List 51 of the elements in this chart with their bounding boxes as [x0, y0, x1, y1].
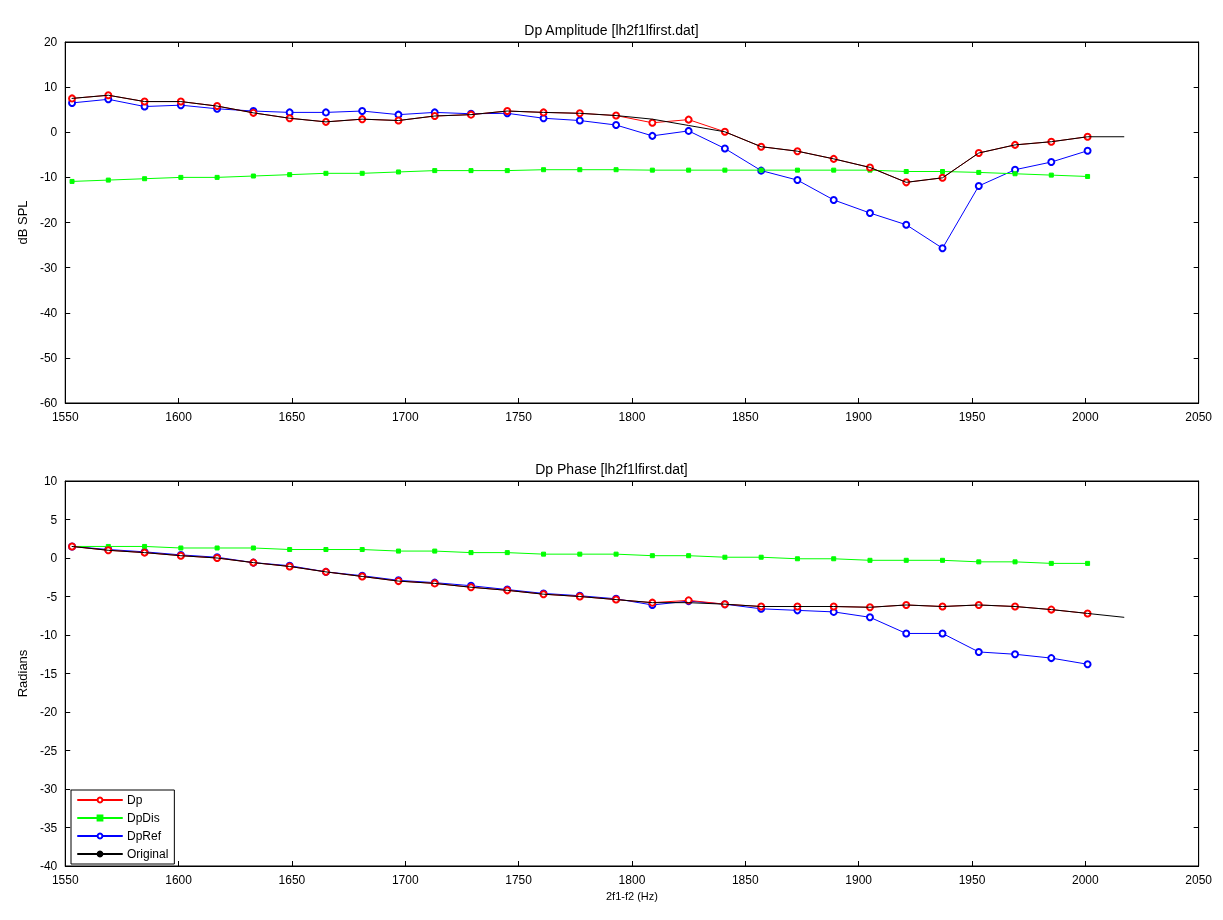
x-tick-label: 1650: [278, 410, 306, 424]
x-tick-label: 1700: [391, 873, 419, 887]
y-axis-title: Radians: [15, 649, 30, 698]
y-tick-label: 10: [43, 474, 58, 488]
x-tick-label: 1550: [51, 410, 79, 424]
y-tick-label: -25: [39, 743, 58, 758]
x-tick-label: 1600: [165, 410, 193, 424]
y-tick-label: -40: [39, 859, 58, 873]
legend-label: DpDis: [127, 811, 160, 825]
y-tick-label: -5: [46, 589, 58, 604]
y-tick-label: -40: [39, 305, 58, 320]
x-tick-label: 1900: [845, 410, 873, 424]
x-tick-label: 1650: [278, 873, 306, 887]
y-tick-label: -60: [39, 396, 58, 410]
x-tick-label: 1900: [845, 873, 873, 887]
x-tick-label: 1850: [731, 873, 759, 887]
x-tick-label: 2000: [1071, 873, 1099, 887]
x-tick-label: 1750: [505, 410, 533, 424]
x-tick-label: 2000: [1071, 410, 1099, 424]
x-axis-title: 2f1-f2 (Hz): [605, 890, 658, 903]
y-tick-label: -10: [39, 170, 58, 185]
legend-label: DpRef: [127, 829, 162, 843]
y-tick-label: -15: [39, 666, 58, 681]
y-tick-label: -30: [39, 260, 58, 275]
x-tick-label: 1950: [958, 873, 986, 887]
legend-label: Original: [127, 847, 169, 861]
x-tick-label: 1850: [731, 410, 759, 424]
y-tick-label: -35: [39, 820, 58, 835]
x-tick-label: 1750: [505, 873, 533, 887]
x-tick-label: 2050: [1185, 410, 1213, 424]
x-tick-label: 2050: [1185, 873, 1213, 887]
y-tick-label: 0: [50, 551, 58, 565]
y-tick-label: -20: [39, 705, 58, 719]
y-tick-label: -20: [39, 215, 58, 230]
x-tick-label: 1550: [51, 873, 79, 887]
y-axis-title: dB SPL: [15, 200, 30, 245]
x-tick-label: 1700: [391, 410, 419, 424]
x-tick-label: 1800: [618, 410, 646, 424]
y-tick-label: 0: [50, 125, 58, 140]
x-tick-label: 1600: [165, 873, 193, 887]
chart-title: Dp Amplitude [lh2f1lfirst.dat]: [524, 22, 699, 38]
chart-title: Dp Phase [lh2f1lfirst.dat]: [535, 461, 688, 477]
y-tick-label: 5: [50, 512, 58, 527]
legend-label: Dp: [127, 793, 143, 807]
x-tick-label: 1950: [958, 410, 986, 424]
y-tick-label: 20: [43, 35, 58, 49]
y-tick-label: 10: [43, 80, 58, 95]
y-tick-label: -10: [39, 628, 58, 642]
y-tick-label: -50: [39, 350, 58, 365]
x-tick-label: 1800: [618, 873, 646, 887]
y-tick-label: -30: [39, 782, 58, 796]
